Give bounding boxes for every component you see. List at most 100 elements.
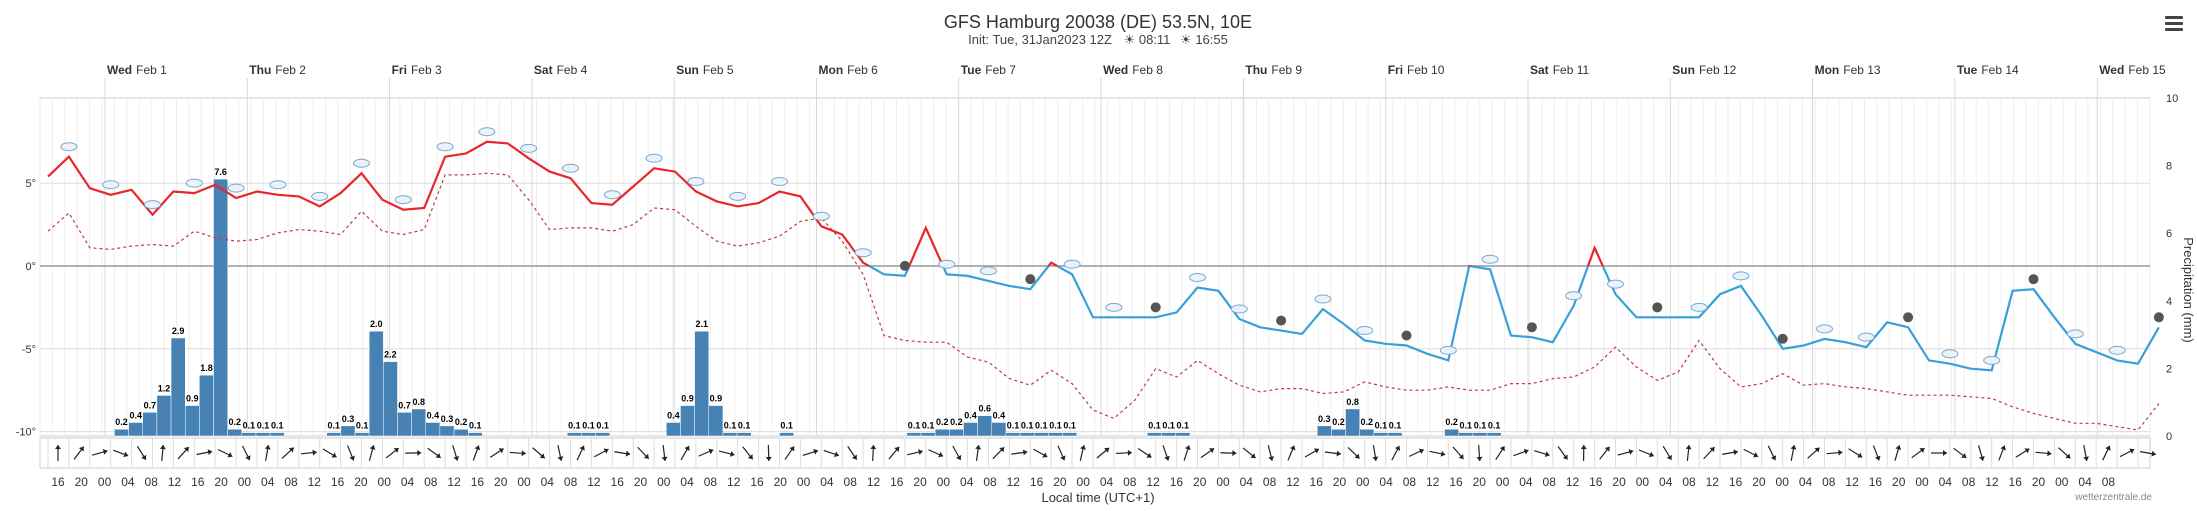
hour-tick-label: 16	[611, 475, 625, 489]
wind-arrow-icon	[1200, 447, 1215, 459]
precipitation-bars: 0.20.40.71.22.90.91.87.60.2 0.1 0.1 0.1 0.10…	[114, 167, 1502, 437]
precip-bar	[567, 432, 582, 437]
precip-bar	[736, 432, 752, 437]
precip-bar-label: 0.1	[1021, 421, 1034, 431]
precip-bar-label: 0.7	[398, 400, 411, 410]
wind-arrow-icon	[680, 445, 690, 461]
moon-icon	[1276, 315, 1287, 326]
hour-tick-label: 20	[2032, 475, 2046, 489]
temperature-lines	[47, 140, 2160, 431]
precip-bar-label: 0.1	[328, 421, 341, 431]
moon-icon	[1903, 312, 1914, 323]
wind-arrow-icon	[1703, 446, 1715, 460]
hour-tick-label: 12	[1426, 475, 1440, 489]
grid	[39, 78, 2151, 437]
cloud-icon	[1356, 326, 1374, 336]
wind-arrow-icon	[347, 445, 355, 461]
cloud-icon	[1983, 355, 2001, 365]
precip-bar	[128, 422, 144, 437]
y-right-tick-label: 4	[2166, 296, 2172, 308]
wind-arrow-icon	[281, 447, 295, 459]
wind-arrow-icon	[368, 445, 376, 461]
moon-icon	[1652, 302, 1663, 313]
wind-arrow-icon	[1324, 450, 1341, 457]
wind-arrow-icon	[576, 445, 585, 461]
precip-bar	[411, 408, 427, 437]
temperature-min-line	[47, 172, 2160, 431]
precip-bar	[595, 432, 610, 437]
precip-bar	[326, 432, 342, 437]
hour-tick-label: 20	[1053, 475, 1067, 489]
y-right-tick-label: 0	[2166, 431, 2172, 443]
precip-bar-label: 2.9	[172, 326, 185, 336]
hour-tick-label: 00	[378, 475, 392, 489]
wind-arrow-icon	[1347, 447, 1360, 459]
wind-arrow-icon	[1452, 446, 1465, 460]
hour-tick-label: 12	[1706, 475, 1720, 489]
wind-arrow-icon	[870, 444, 877, 462]
hour-tick-label: 08	[1682, 475, 1696, 489]
wind-arrow-icon	[2119, 448, 2135, 458]
moon-icon	[2028, 274, 2039, 285]
moon-icon	[1150, 302, 1161, 313]
hour-tick-label: 20	[214, 475, 228, 489]
cloud-icon	[1439, 345, 1457, 355]
precip-bar	[255, 432, 271, 437]
precip-bar-label: 0.1	[271, 421, 284, 431]
wind-arrow-icon	[2015, 448, 2030, 458]
wind-arrow-icon	[2058, 447, 2071, 459]
precip-bar	[142, 412, 158, 437]
precip-bar-label: 0.1	[1007, 421, 1020, 431]
cloud-icon	[771, 176, 788, 186]
day-label: Wed Feb 8	[1103, 63, 1163, 77]
cloud-icon	[1063, 259, 1081, 269]
temperature-max-line-cold	[866, 266, 2160, 372]
hour-tick-label: 04	[2078, 475, 2092, 489]
init-label: Init: Tue, 31Jan2023 12Z	[968, 32, 1112, 47]
wind-arrow-icon	[472, 445, 481, 461]
hour-tick-label: 08	[1822, 475, 1836, 489]
hour-tick-label: 00	[238, 475, 252, 489]
precip-bar	[1387, 432, 1403, 437]
cloud-icon	[1607, 279, 1624, 289]
precip-bar-label: 0.1	[568, 421, 581, 431]
wind-arrow-icon	[532, 447, 546, 459]
wind-arrow-icon	[1115, 449, 1132, 456]
wind-arrow-icon	[1743, 448, 1759, 458]
wind-arrow-icon	[1242, 447, 1256, 459]
sunrise-time: 08:11	[1139, 32, 1171, 47]
precip-bar	[269, 432, 285, 437]
precip-bar-label: 0.9	[186, 394, 199, 404]
hour-tick-label: 12	[1845, 475, 1859, 489]
hamburger-menu-icon[interactable]	[2165, 16, 2183, 32]
hour-tick-label: 12	[727, 475, 741, 489]
precip-bar-label: 0.8	[1346, 397, 1359, 407]
hour-tick-label: 16	[1310, 475, 1324, 489]
wind-arrow-icon	[1872, 445, 1881, 461]
precip-bar-label: 0.2	[115, 417, 128, 427]
hour-tick-label: 20	[354, 475, 368, 489]
wind-arrow-icon	[196, 449, 213, 456]
x-axis-title: Local time (UTC+1)	[1041, 490, 1154, 505]
precip-bar-label: 0.1	[738, 421, 751, 431]
wind-arrow-icon	[1894, 445, 1902, 461]
wind-arrow-icon	[136, 445, 147, 461]
precip-bar-label: 0.6	[978, 404, 991, 414]
precip-bar	[199, 374, 214, 437]
precip-bar-label: 1.2	[158, 383, 171, 393]
precip-bar	[694, 330, 710, 437]
hour-tick-label: 16	[1869, 475, 1883, 489]
precip-bar	[906, 432, 922, 437]
precip-bar	[1147, 432, 1162, 437]
hour-tick-label: 00	[1636, 475, 1650, 489]
precip-bar-label: 2.1	[695, 319, 708, 329]
precip-bar-label: 0.1	[1389, 421, 1402, 431]
wind-arrow-icon	[55, 445, 61, 461]
precip-bar	[227, 428, 243, 437]
cloud-icon	[227, 183, 245, 193]
wind-arrow-icon	[91, 449, 108, 456]
y-left-ticks: 5° 0° -5° -10°	[16, 178, 36, 438]
hour-tick-label: 04	[960, 475, 974, 489]
precip-bar	[666, 422, 681, 437]
precip-bar	[963, 422, 978, 437]
